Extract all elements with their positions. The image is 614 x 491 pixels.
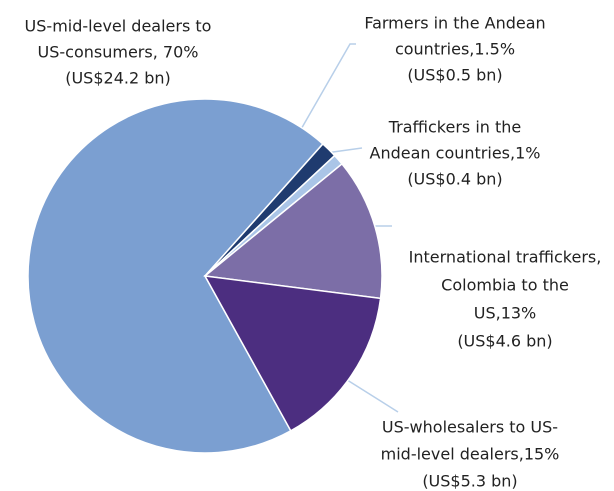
pie-slice: [203, 275, 382, 432]
slice-label: US-consumers, 70%: [38, 43, 199, 62]
slice-label: (US$4.6 bn): [457, 332, 552, 351]
slice-label: Farmers in the Andean: [364, 14, 545, 33]
slice-label: US-wholesalers to US-: [382, 418, 558, 437]
slice-label: Traffickers in the: [388, 118, 522, 137]
slice-label: Andean countries,1%: [370, 144, 541, 163]
slice-label: (US$5.3 bn): [422, 472, 517, 491]
slice-label: US,13%: [474, 304, 537, 323]
slice-label: US-mid-level dealers to: [25, 17, 212, 36]
slice-label: (US$24.2 bn): [65, 69, 171, 88]
leader-line: [295, 43, 356, 139]
slice-label: (US$0.5 bn): [407, 66, 502, 85]
pie-slice: [27, 98, 324, 454]
slice-label: (US$0.4 bn): [407, 170, 502, 189]
leader-line: [343, 377, 399, 413]
slice-label: mid-level dealers,15%: [381, 445, 560, 464]
slice-label: International traffickers,: [409, 248, 602, 267]
slice-label: Colombia to the: [441, 276, 569, 295]
slice-label: countries,1.5%: [395, 40, 515, 59]
pie-slice: [203, 162, 383, 300]
